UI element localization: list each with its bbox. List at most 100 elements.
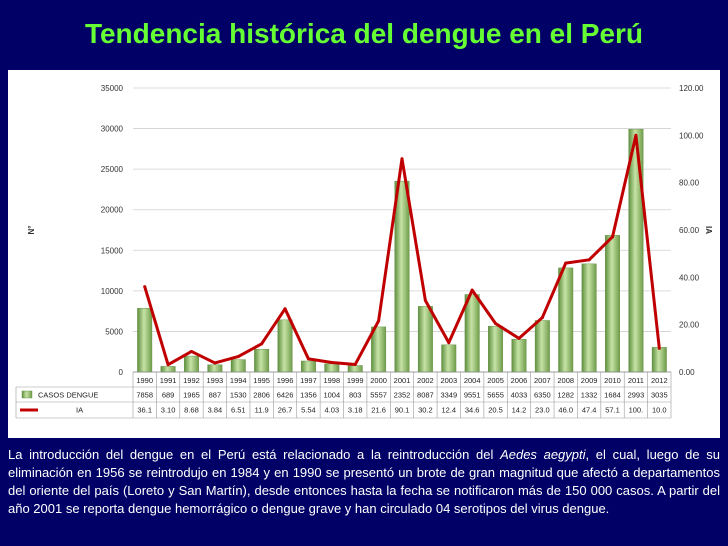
- bar: [184, 355, 199, 373]
- data-label-casos: 4033: [511, 391, 528, 400]
- data-label-ia: 26.7: [278, 406, 293, 415]
- bar: [441, 344, 457, 373]
- data-label-ia: 23.0: [535, 406, 550, 415]
- data-label-casos: 689: [162, 391, 175, 400]
- x-tick-label: 2006: [511, 376, 528, 385]
- x-tick-label: 1998: [323, 376, 340, 385]
- bar: [581, 263, 597, 373]
- dengue-chart: 0 5000 10000 15000 20000 25000 30000 35000 0.00 2…: [15, 84, 713, 419]
- ia-point: [634, 133, 638, 137]
- y-left-tick-label: 0: [119, 368, 124, 377]
- y-right-tick-label: 100.00: [679, 131, 704, 140]
- data-label-casos: 5557: [370, 391, 387, 400]
- x-tick-label: 1996: [277, 376, 294, 385]
- data-label-casos: 6426: [277, 391, 294, 400]
- bar: [347, 365, 363, 373]
- ia-point: [260, 342, 264, 346]
- data-label-casos: 803: [349, 391, 362, 400]
- x-tick-label: 2002: [417, 376, 434, 385]
- x-tick-label: 2010: [604, 376, 621, 385]
- data-label-casos: 1356: [300, 391, 317, 400]
- ia-point: [400, 157, 404, 161]
- data-label-casos: 2352: [394, 391, 411, 400]
- data-label-ia: 3.10: [161, 406, 176, 415]
- bar: [394, 180, 410, 373]
- y-right-tick-label: 20.00: [679, 321, 700, 330]
- data-label-casos: 6350: [534, 391, 551, 400]
- ia-point: [377, 319, 381, 323]
- ia-point: [494, 321, 498, 325]
- caption-text-end: , el cual, luego de su eliminación en 19…: [8, 447, 721, 516]
- bar: [254, 349, 270, 373]
- ia-point: [447, 341, 451, 345]
- data-label-casos: 8087: [417, 391, 434, 400]
- x-tick-label: 1992: [183, 376, 200, 385]
- data-label-casos: 1965: [183, 391, 200, 400]
- data-label-ia: 20.5: [488, 406, 503, 415]
- ia-point: [470, 288, 474, 292]
- data-label-ia: 12.4: [441, 406, 456, 415]
- ia-point: [166, 363, 170, 367]
- data-label-casos: 1684: [604, 391, 621, 400]
- data-label-ia: 34.6: [465, 406, 480, 415]
- bar: [207, 364, 223, 373]
- ia-point: [306, 357, 310, 361]
- bar: [488, 325, 504, 373]
- bar: [137, 308, 153, 373]
- data-label-casos: 1004: [323, 391, 340, 400]
- bar: [324, 363, 340, 373]
- data-label-casos: 2993: [628, 391, 645, 400]
- data-label-ia: 57.1: [605, 406, 620, 415]
- ia-point: [587, 258, 591, 262]
- x-tick-label: 1997: [300, 376, 317, 385]
- ia-point: [611, 235, 615, 239]
- data-label-ia: 6.51: [231, 406, 246, 415]
- caption-text-start: La introducción del dengue en el Perú es…: [8, 447, 501, 462]
- bar: [558, 267, 574, 373]
- ia-point: [517, 336, 521, 340]
- caption-species-name: Aedes aegypti: [500, 447, 586, 462]
- ia-point: [143, 285, 147, 289]
- x-tick-label: 2011: [628, 376, 644, 385]
- bar: [371, 326, 387, 373]
- data-label-casos: 1332: [581, 391, 598, 400]
- bar: [300, 360, 316, 373]
- data-label-ia: 21.6: [371, 406, 386, 415]
- data-label-ia: 4.03: [325, 406, 340, 415]
- x-tick-label: 2008: [557, 376, 574, 385]
- bar: [511, 339, 527, 373]
- data-label-casos: 9551: [464, 391, 481, 400]
- data-label-ia: 10.0: [652, 406, 667, 415]
- bar: [230, 359, 246, 373]
- data-label-ia: 30.2: [418, 406, 433, 415]
- y-right-tick-label: 80.00: [679, 179, 700, 188]
- slide-title: Tendencia histórica del dengue en el Per…: [84, 18, 644, 49]
- ia-point: [330, 360, 334, 364]
- x-tick-label: 2012: [651, 376, 668, 385]
- chart-panel: 0 5000 10000 15000 20000 25000 30000 35000 0.00 2…: [8, 70, 720, 438]
- ia-point: [213, 361, 217, 365]
- data-label-casos: 3349: [440, 391, 457, 400]
- data-label-casos: 7858: [136, 391, 153, 400]
- bar: [651, 347, 667, 373]
- bar: [160, 366, 176, 373]
- data-label-ia: 3.18: [348, 406, 363, 415]
- data-label-ia: 3.84: [208, 406, 223, 415]
- x-tick-label: 2003: [440, 376, 457, 385]
- caption-paragraph: La introducción del dengue en el Perú es…: [8, 446, 720, 518]
- x-tick-label: 1995: [253, 376, 270, 385]
- y-right-axis-label: IA: [704, 226, 713, 234]
- data-label-ia: 11.9: [255, 406, 269, 415]
- ia-point: [540, 316, 544, 320]
- ia-point: [564, 261, 568, 265]
- y-left-tick-label: 10000: [101, 287, 124, 296]
- ia-point: [657, 346, 661, 350]
- data-label-ia: 90.1: [395, 406, 410, 415]
- x-tick-label: 1993: [207, 376, 224, 385]
- y-right-tick-label: 0.00: [679, 368, 695, 377]
- data-label-ia: 47.4: [582, 406, 597, 415]
- x-tick-label: 2009: [581, 376, 598, 385]
- y-left-tick-label: 20000: [101, 206, 124, 215]
- bar: [277, 319, 293, 373]
- x-tick-label: 2001: [394, 376, 411, 385]
